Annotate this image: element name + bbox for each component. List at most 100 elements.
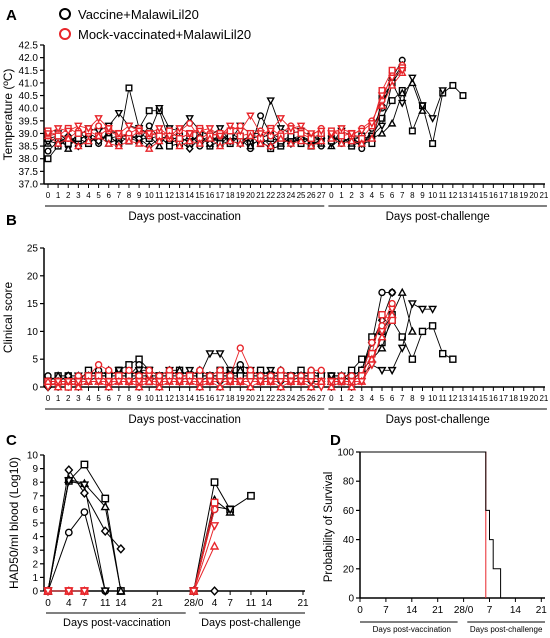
series-line-mock-triangle-down [47,375,322,388]
data-point-mock-triangle-down [79,587,90,596]
data-point-mock-square [176,135,184,143]
x-tick-label: 17 [216,394,225,403]
data-point-mock-triangle-down [256,130,265,138]
y-tick-label: 39.5 [19,116,39,127]
data-point-mock-triangle-down [266,127,275,136]
data-point-mock-triangle-up [144,144,154,152]
data-point-mock-triangle-down [316,383,326,392]
x-tick-label: 12 [165,191,174,200]
data-point-mock-triangle-down [327,130,336,138]
data-point-mock-triangle-down [367,361,377,370]
data-point-vaccine-triangle-up [377,343,387,352]
x-tick-label: 21 [256,394,265,403]
series-line-vaccine-circle [47,511,106,592]
data-point-mock-triangle-down [124,378,134,387]
x-tick-label: 19 [519,191,528,200]
series-line-mock-triangle-down [47,114,322,137]
survival-curve-vaccine [360,451,505,599]
x-tick-label: 6 [107,191,112,200]
y-tick-label: 5 [32,355,38,366]
series-line-mock-triangle-down-challenge [193,525,216,592]
data-point-mock-triangle-up [337,139,346,147]
data-point-vaccine-triangle-down [397,99,407,108]
data-point-vaccine-diamond [94,136,103,146]
data-point-mock-triangle-down [326,378,336,387]
data-point-vaccine-triangle-up [397,287,407,296]
x-tick-label: 21 [539,394,548,403]
survival-curve-mock [360,451,487,598]
y-axis-label: HAD50/ml blood (Log10) [7,457,21,589]
x-tick-label: 8 [127,394,132,403]
data-point-vaccine-diamond [185,144,194,154]
data-point-vaccine-triangle-down [205,350,215,359]
data-point-mock-triangle-down [286,125,296,133]
x-tick-label: 19 [519,394,528,403]
data-point-mock-triangle-down [43,383,53,392]
data-point-mock-triangle-down [74,122,83,131]
data-point-vaccine-triangle-down [215,350,225,359]
data-point-vaccine-triangle-down [114,110,124,118]
data-point-mock-triangle-up [347,136,356,145]
data-point-mock-triangle-down [215,132,225,141]
data-point-mock-triangle-up [317,136,326,145]
data-point-mock-triangle-down [276,378,286,387]
series-line-mock-circle [48,346,322,382]
data-point-mock-triangle-down [195,127,205,136]
data-point-mock-triangle-down [73,378,83,387]
x-tick-label: 5 [96,394,101,403]
data-point-mock-triangle-up [357,139,367,147]
data-point-mock-triangle-down [205,378,215,387]
data-point-mock-square [277,372,285,380]
x-tick-label: 21 [536,605,548,616]
x-tick-label: 5 [96,191,101,200]
legend-vaccine-marker [59,8,71,20]
data-point-vaccine-triangle-down [428,305,438,314]
panel-label-b: B [6,212,17,229]
x-tick-label: 14 [261,598,273,609]
data-point-vaccine-triangle-down [79,481,90,490]
data-point-mock-circle [94,361,103,369]
legend-mock-marker [59,28,71,40]
x-tick-label: 25 [297,191,306,200]
data-point-mock-triangle-down [175,378,185,387]
x-tick-label: 3 [360,191,365,200]
data-point-mock-triangle-up [225,136,235,145]
x-tick-label: 10 [145,191,154,200]
data-point-mock-triangle-down [205,125,215,133]
y-tick-label: 100 [337,448,354,459]
data-point-mock-circle [388,299,396,308]
y-axis-label: Clinical score [1,281,15,353]
data-point-vaccine-triangle-down [397,344,407,353]
x-tick-label: 8 [127,191,132,200]
x-tick-label: 18 [509,191,518,200]
data-point-mock-triangle-up [215,382,225,391]
data-point-mock-triangle-up [387,309,397,319]
data-point-mock-triangle-up [175,141,184,150]
y-axis-label: Probability of Survival [323,472,335,583]
data-point-vaccine-square [449,355,457,363]
data-point-vaccine-triangle-down [377,122,387,131]
data-point-mock-triangle-down [53,378,63,387]
x-tick-label: 21 [432,605,444,616]
x-tick-label: 2 [66,191,71,200]
data-point-vaccine-triangle-up [63,144,73,152]
data-point-mock-triangle-down [387,74,397,83]
x-tick-label: 7 [117,191,122,200]
x-tick-label: 17 [216,191,225,200]
data-point-mock-triangle-down [337,125,346,133]
data-point-vaccine-square [439,349,447,358]
x-tick-label: 0 [46,191,51,200]
y-tick-label: 0 [32,383,38,394]
data-point-vaccine-diamond [100,526,110,537]
y-tick-label: 15 [27,299,39,310]
x-group-label-vaccination: Days post-vaccination [128,414,241,426]
panel-label-d: D [330,432,341,449]
x-tick-label: 27 [317,394,326,403]
y-tick-label: 25 [27,244,39,255]
data-point-mock-triangle-up [114,141,124,150]
data-point-mock-triangle-down [337,378,346,387]
y-tick-label: 37.5 [19,167,39,178]
data-point-mock-circle [196,366,204,375]
data-point-mock-triangle-down [175,125,184,133]
